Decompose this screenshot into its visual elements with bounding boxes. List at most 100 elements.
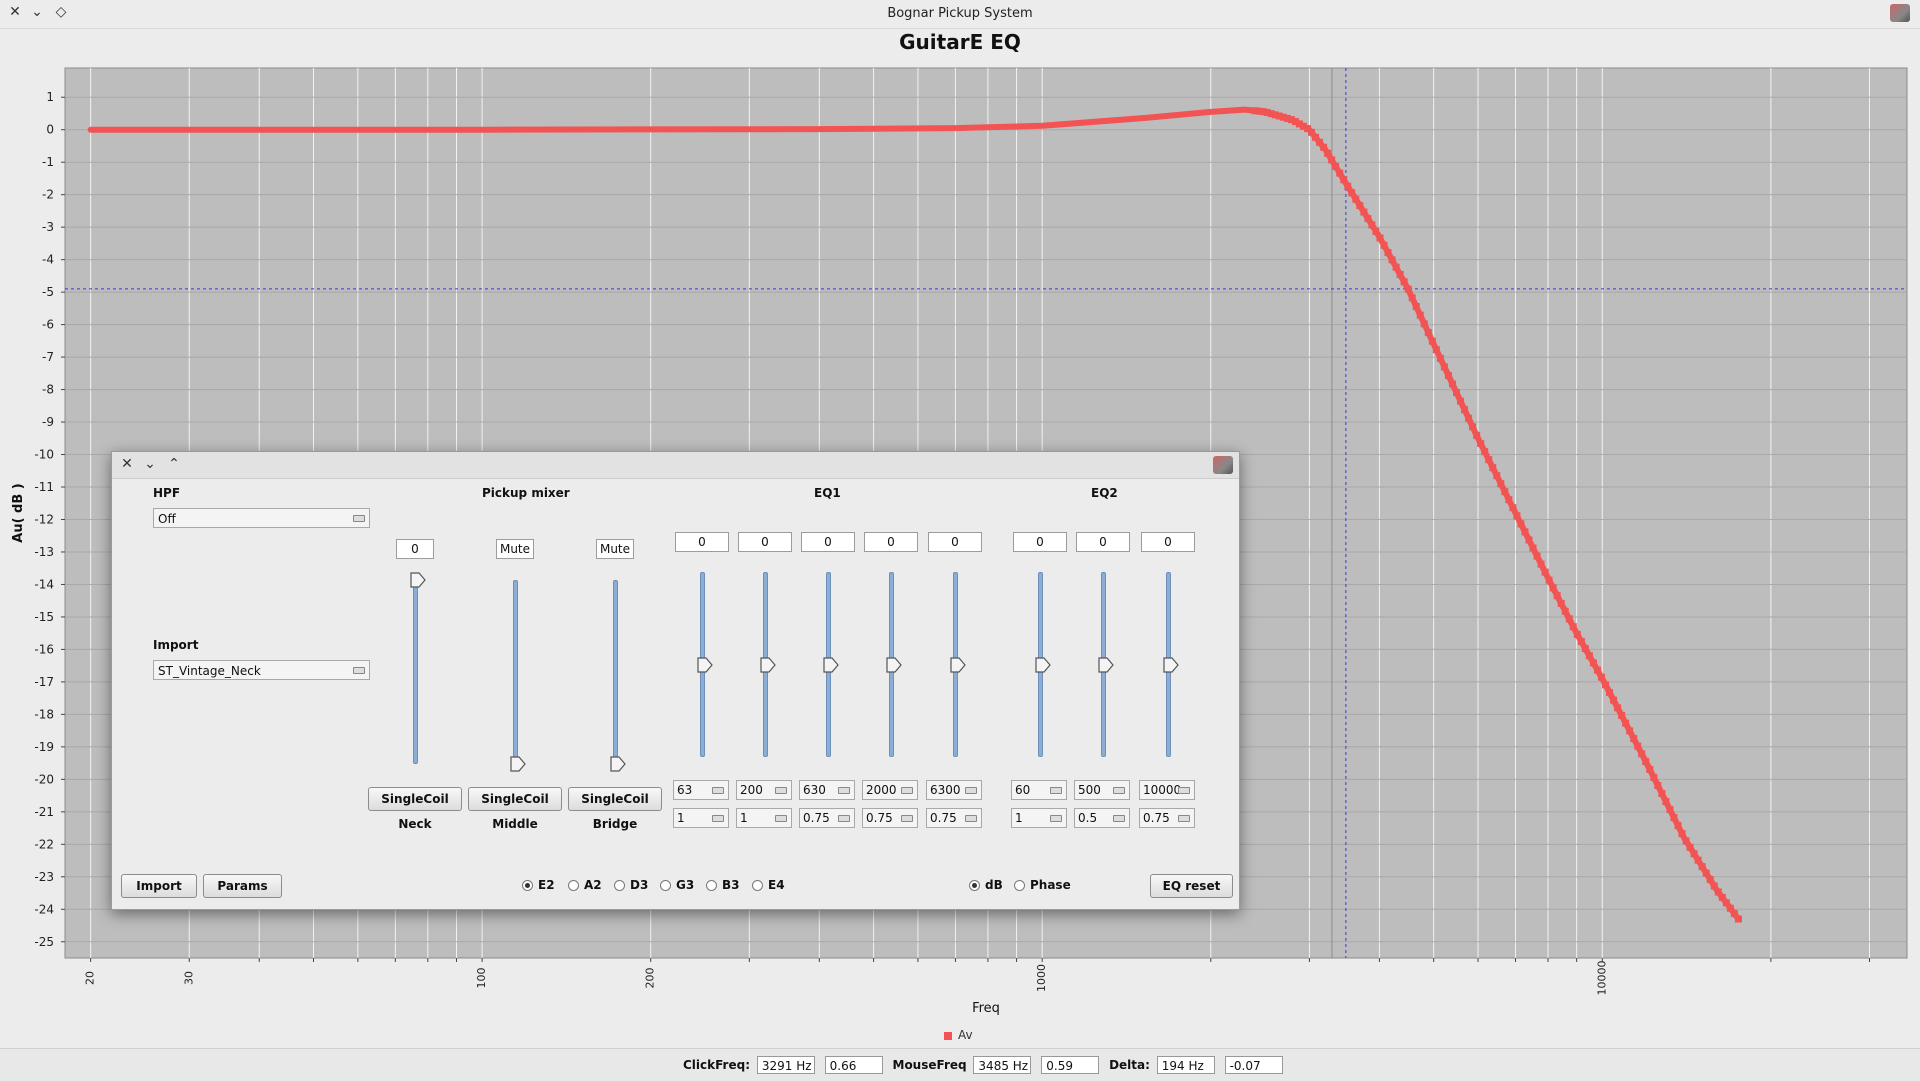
pickup-type-button[interactable]: SingleCoil (568, 787, 662, 811)
eq2-gain-field[interactable]: 0 (1013, 532, 1067, 552)
spinner-arrow-icon (1178, 815, 1190, 822)
eq2-freq-value: 60 (1015, 783, 1031, 797)
data-point-marker (1444, 371, 1452, 379)
mode-db-radio[interactable]: dB (969, 878, 1003, 892)
click-freq-field[interactable]: 3291 Hz (756, 1056, 815, 1074)
pickup-slider-track[interactable] (513, 580, 518, 764)
string-radio-d3[interactable]: D3 (614, 878, 648, 892)
params-button[interactable]: Params (203, 874, 282, 898)
mode-phase-radio[interactable]: Phase (1014, 878, 1071, 892)
data-point-marker (1529, 544, 1537, 552)
string-radio-a2[interactable]: A2 (568, 878, 602, 892)
import-button[interactable]: Import (121, 874, 197, 898)
string-radio-b3[interactable]: B3 (706, 878, 740, 892)
radio-circle-icon (706, 880, 717, 891)
eq2-freq-value: 500 (1078, 783, 1101, 797)
pickup-type-button[interactable]: SingleCoil (368, 787, 462, 811)
y-tick-label: -20 (34, 772, 54, 786)
string-radio-g3[interactable]: G3 (660, 878, 694, 892)
pickup-slider-track[interactable] (613, 580, 618, 764)
dialog-close-icon[interactable]: ✕ (121, 456, 133, 472)
eq1-gain-field[interactable]: 0 (738, 532, 792, 552)
data-point-marker (1267, 110, 1275, 118)
mouse-freq-label: MouseFreq (892, 1057, 967, 1072)
eq1-q-spinner[interactable]: 0.75 (799, 808, 855, 828)
data-point-marker (1360, 208, 1368, 216)
mouse-value-field[interactable]: 0.59 (1041, 1056, 1100, 1074)
hpf-select[interactable]: Off (153, 508, 370, 528)
data-point-marker (1626, 727, 1634, 735)
data-point-marker (1428, 337, 1436, 345)
eq1-q-spinner[interactable]: 0.75 (926, 808, 982, 828)
pickup-slider-track[interactable] (413, 580, 418, 764)
delta-value-field[interactable]: -0.07 (1224, 1056, 1283, 1074)
data-point-marker (1279, 113, 1287, 121)
x-tick-label: 100 (475, 968, 488, 989)
import-select[interactable]: ST_Vintage_Neck (153, 660, 370, 680)
maximize-icon[interactable]: ◇ (55, 4, 67, 20)
string-radio-e2[interactable]: E2 (522, 878, 555, 892)
eq2-gain-field[interactable]: 0 (1141, 532, 1195, 552)
eq1-freq-spinner[interactable]: 2000 (862, 780, 918, 800)
x-tick-label: 200 (644, 968, 657, 989)
pickup-position-label: Bridge (592, 817, 638, 831)
eq2-freq-value: 10000 (1143, 783, 1182, 797)
eq1-freq-spinner[interactable]: 630 (799, 780, 855, 800)
eq1-q-value: 0.75 (930, 811, 957, 825)
y-tick-label: -6 (42, 318, 54, 332)
data-point-marker (1537, 560, 1545, 568)
eq2-q-spinner[interactable]: 0.5 (1074, 808, 1130, 828)
data-point-marker (1602, 681, 1610, 689)
eq1-q-spinner[interactable]: 0.75 (862, 808, 918, 828)
eq2-gain-field[interactable]: 0 (1076, 532, 1130, 552)
data-point-marker (1678, 830, 1686, 838)
eq1-q-spinner[interactable]: 1 (673, 808, 729, 828)
data-point-marker (1259, 108, 1267, 116)
close-icon[interactable]: ✕ (9, 4, 21, 20)
mouse-freq-field[interactable]: 3485 Hz (973, 1056, 1032, 1074)
data-point-marker (1517, 520, 1525, 528)
dialog-minimize-icon[interactable]: ⌄ (144, 456, 156, 472)
x-tick-label: 30 (182, 971, 195, 985)
chart-title: GuitarE EQ (899, 30, 1021, 54)
data-point-marker (1420, 320, 1428, 328)
eq1-gain-field[interactable]: 0 (928, 532, 982, 552)
click-value-field[interactable]: 0.66 (824, 1056, 883, 1074)
eq1-label: EQ1 (814, 486, 841, 500)
eq2-freq-spinner[interactable]: 500 (1074, 780, 1130, 800)
eq1-freq-spinner[interactable]: 200 (736, 780, 792, 800)
eq1-freq-spinner[interactable]: 6300 (926, 780, 982, 800)
data-point-marker (1646, 765, 1654, 773)
eq2-freq-spinner[interactable]: 10000 (1139, 780, 1195, 800)
delta-freq-field[interactable]: 194 Hz (1156, 1056, 1215, 1074)
eq1-q-spinner[interactable]: 1 (736, 808, 792, 828)
y-tick-label: -10 (34, 448, 54, 462)
spinner-arrow-icon (712, 787, 724, 794)
eq2-q-spinner[interactable]: 0.75 (1139, 808, 1195, 828)
data-point-marker (1674, 822, 1682, 830)
string-radio-e4[interactable]: E4 (752, 878, 785, 892)
import-select-value: ST_Vintage_Neck (158, 664, 261, 678)
y-tick-label: -5 (42, 285, 54, 299)
eq1-gain-field[interactable]: 0 (675, 532, 729, 552)
pickup-level-field[interactable]: Mute (496, 539, 534, 559)
dialog-maximize-icon[interactable]: ⌃ (168, 456, 180, 472)
pickup-level-field[interactable]: 0 (396, 539, 434, 559)
y-tick-label: -22 (34, 837, 54, 851)
data-point-marker (1702, 869, 1710, 877)
chevron-down-icon (353, 667, 365, 674)
eq1-gain-field[interactable]: 0 (801, 532, 855, 552)
eq1-freq-value: 63 (677, 783, 693, 797)
data-point-marker (1497, 480, 1505, 488)
eq1-gain-field[interactable]: 0 (864, 532, 918, 552)
y-tick-label: -21 (34, 805, 54, 819)
data-point-marker (1642, 757, 1650, 765)
minimize-icon[interactable]: ⌄ (31, 4, 43, 20)
pickup-type-button[interactable]: SingleCoil (468, 787, 562, 811)
pickup-level-field[interactable]: Mute (596, 539, 634, 559)
eq-reset-button[interactable]: EQ reset (1150, 874, 1233, 898)
eq2-q-spinner[interactable]: 1 (1011, 808, 1067, 828)
eq2-freq-spinner[interactable]: 60 (1011, 780, 1067, 800)
data-point-marker (1730, 910, 1738, 918)
eq1-freq-spinner[interactable]: 63 (673, 780, 729, 800)
